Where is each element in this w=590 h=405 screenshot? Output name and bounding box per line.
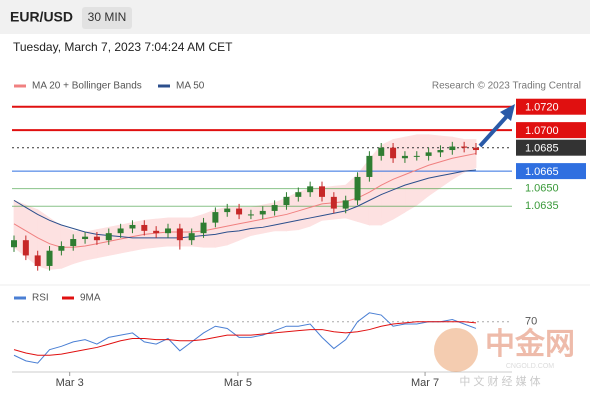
watermark: 中金网 CNGOLD.COM 中 文 财 经 媒 体 xyxy=(434,327,575,388)
timeframe-badge[interactable] xyxy=(82,7,132,29)
candle-body xyxy=(200,222,207,234)
candle-body xyxy=(22,240,29,256)
level-box xyxy=(516,98,586,115)
ma-line xyxy=(13,153,477,248)
watermark-logo xyxy=(434,328,478,372)
candle-body xyxy=(236,208,243,215)
level-box xyxy=(516,139,586,156)
level-label: 1.0650 xyxy=(525,183,559,195)
candle-body xyxy=(153,230,160,234)
forecast-arrowhead xyxy=(500,104,515,121)
candle-body xyxy=(117,228,124,234)
candle-body xyxy=(473,147,479,151)
x-tick-label: Mar 5 xyxy=(224,377,252,389)
candle-body xyxy=(141,224,148,231)
x-tick-label: Mar 3 xyxy=(56,377,84,389)
level-label: 1.0720 xyxy=(525,102,559,114)
candle-body xyxy=(295,192,302,197)
datetime: Tuesday, March 7, 2023 7:04:24 AM CET xyxy=(13,40,233,54)
candle-body xyxy=(70,239,77,247)
symbol: EUR/USD xyxy=(10,9,73,25)
legend-label: MA 20 + Bollinger Bands xyxy=(32,81,142,92)
credit: Research © 2023 Trading Central xyxy=(432,81,581,92)
watermark-name: 中金网 xyxy=(485,327,575,361)
candle-body xyxy=(307,186,314,193)
x-tick-label: Mar 7 xyxy=(411,377,439,389)
candle-body xyxy=(188,233,195,241)
level-label: 1.0685 xyxy=(525,143,559,155)
candle-body xyxy=(425,152,432,156)
candle-body xyxy=(449,146,456,151)
indicator-line xyxy=(13,312,477,364)
legend-label: MA 50 xyxy=(176,81,205,92)
candle-body xyxy=(129,224,136,229)
candle-body xyxy=(283,196,290,206)
candle-body xyxy=(461,146,468,148)
candle-body xyxy=(82,236,89,240)
candle-body xyxy=(401,155,408,159)
candle-body xyxy=(46,250,53,266)
candle-body xyxy=(105,233,112,241)
watermark-site: CNGOLD.COM xyxy=(506,363,554,370)
legend-label: 9MA xyxy=(80,293,101,304)
candle-body xyxy=(378,147,385,156)
candle-body xyxy=(247,214,254,216)
indicator-line xyxy=(13,321,477,356)
level-label: 1.0635 xyxy=(525,200,559,212)
candle-body xyxy=(437,150,444,153)
bollinger-band xyxy=(416,134,430,206)
timeframe[interactable]: 30 MIN xyxy=(88,10,127,24)
watermark-tagline: 中 文 财 经 媒 体 xyxy=(459,374,540,388)
candle-body xyxy=(413,155,420,157)
candle-body xyxy=(342,200,349,209)
candle-body xyxy=(390,147,397,159)
candle-body xyxy=(224,208,231,213)
candle-body xyxy=(212,212,219,223)
candle-body xyxy=(330,196,337,209)
forecast-arrow xyxy=(478,113,510,148)
level-box xyxy=(516,163,586,180)
candle-body xyxy=(58,246,65,251)
candle-body xyxy=(11,240,17,248)
candle-body xyxy=(176,228,183,241)
candle-body xyxy=(165,228,171,234)
level-label: 1.0665 xyxy=(525,166,559,178)
candle-body xyxy=(34,255,41,266)
candle-body xyxy=(93,236,100,241)
bollinger-band xyxy=(428,134,441,197)
candle-body xyxy=(271,205,278,211)
candle-body xyxy=(319,186,325,197)
candle-body xyxy=(366,155,373,177)
bollinger-band xyxy=(440,135,453,189)
level-box xyxy=(516,122,586,139)
level-label: 1.0700 xyxy=(525,125,559,137)
y-tick-label: 70 xyxy=(525,316,537,328)
ma-line xyxy=(13,169,477,239)
candle-body xyxy=(259,210,266,215)
legend-label: RSI xyxy=(32,293,49,304)
candle-body xyxy=(354,176,361,201)
